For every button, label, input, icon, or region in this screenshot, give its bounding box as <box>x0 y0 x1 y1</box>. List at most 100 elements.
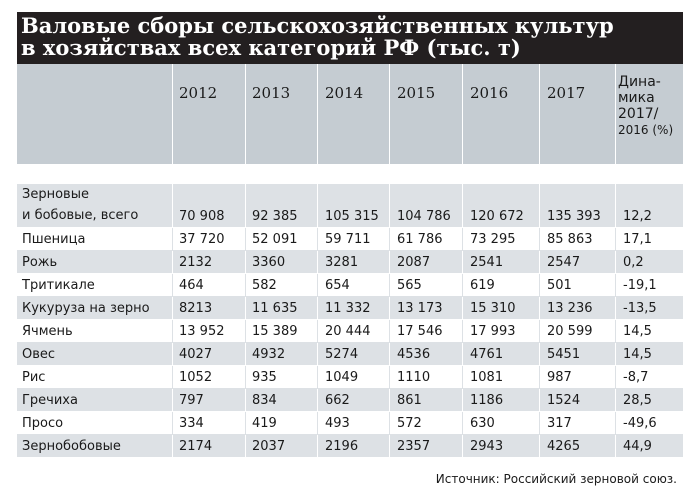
title-line-2: в хозяйствах всех категорий РФ (тыс. т) <box>21 35 521 60</box>
column-separator <box>615 251 616 273</box>
column-separator <box>615 297 616 319</box>
cell-value: 317 <box>547 416 572 431</box>
cell-value: 834 <box>252 393 277 408</box>
cell-value: 135 393 <box>547 209 601 224</box>
column-separator <box>539 412 540 434</box>
source-note: Источник: Российский зерновой союз. <box>435 472 677 486</box>
cell-value: 619 <box>470 278 495 293</box>
cell-value: 15 310 <box>470 301 516 316</box>
row-label: Просо <box>22 416 64 431</box>
header-separator <box>539 64 540 164</box>
cell-value: 4536 <box>397 347 431 362</box>
cell-value: 935 <box>252 370 277 385</box>
header-dynamics-line: мика <box>618 90 655 106</box>
cell-dynamics: 17,1 <box>623 232 652 247</box>
cell-dynamics: -8,7 <box>623 370 649 385</box>
cell-value: 1186 <box>470 393 504 408</box>
cell-value: 17 546 <box>397 324 443 339</box>
cell-value: 4027 <box>179 347 213 362</box>
column-separator <box>539 228 540 250</box>
column-separator <box>462 389 463 411</box>
column-separator <box>245 343 246 365</box>
row-label: Ячмень <box>22 324 73 339</box>
column-separator <box>389 343 390 365</box>
cell-value: 37 720 <box>179 232 225 247</box>
cell-value: 85 863 <box>547 232 593 247</box>
header-separator <box>317 64 318 164</box>
column-separator <box>317 412 318 434</box>
column-separator <box>389 251 390 273</box>
column-separator <box>172 343 173 365</box>
column-separator <box>317 274 318 296</box>
cell-dynamics: -19,1 <box>623 278 657 293</box>
column-separator <box>539 435 540 457</box>
column-separator <box>539 343 540 365</box>
cell-value: 13 236 <box>547 301 593 316</box>
table-row: Пшеница 37 720 52 091 59 711 61 786 73 295 85 … <box>17 228 683 251</box>
row-label: Овес <box>22 347 56 362</box>
cell-dynamics: -49,6 <box>623 416 657 431</box>
column-separator <box>172 228 173 250</box>
column-separator <box>539 297 540 319</box>
table-header: 2012 2013 2014 2015 2016 2017 Дина-мика 2017/20… <box>17 64 683 164</box>
header-dynamics-line: 2016 (%) <box>618 123 674 137</box>
cell-value: 565 <box>397 278 422 293</box>
row-label: Кукуруза на зерно <box>22 301 150 316</box>
column-separator <box>389 412 390 434</box>
column-separator <box>172 435 173 457</box>
cell-dynamics: 0,2 <box>623 255 644 270</box>
cell-value: 105 315 <box>325 209 379 224</box>
cell-value: 2196 <box>325 439 359 454</box>
header-year-2015: 2015 <box>397 84 436 102</box>
header-separator <box>172 64 173 164</box>
column-separator <box>172 389 173 411</box>
column-separator <box>615 366 616 388</box>
cell-value: 120 672 <box>470 209 524 224</box>
cell-value: 8213 <box>179 301 213 316</box>
column-separator <box>245 251 246 273</box>
cell-value: 3281 <box>325 255 359 270</box>
cell-value: 20 599 <box>547 324 593 339</box>
cell-value: 13 173 <box>397 301 443 316</box>
row-label-line: и бобовые, всего <box>22 208 139 223</box>
data-table: Зерновые и бобовые, всего 70 908 92 385 105 … <box>17 184 683 458</box>
cell-value: 70 908 <box>179 209 225 224</box>
row-label: Зернобобовые <box>22 439 121 454</box>
header-separator <box>462 64 463 164</box>
cell-value: 2132 <box>179 255 213 270</box>
column-separator <box>462 412 463 434</box>
column-separator <box>317 343 318 365</box>
column-separator <box>539 320 540 342</box>
cell-value: 17 993 <box>470 324 516 339</box>
row-label-line: Зерновые <box>22 187 89 202</box>
header-year-2017: 2017 <box>547 84 586 102</box>
column-separator <box>245 184 246 227</box>
cell-dynamics: -13,5 <box>623 301 657 316</box>
column-separator <box>462 184 463 227</box>
column-separator <box>317 366 318 388</box>
table-row: Ячмень 13 952 15 389 20 444 17 546 17 993 20 5… <box>17 320 683 343</box>
column-separator <box>462 366 463 388</box>
cell-value: 2037 <box>252 439 286 454</box>
cell-value: 104 786 <box>397 209 451 224</box>
table-row: Рожь 2132 3360 3281 2087 2541 2547 0,2 <box>17 251 683 274</box>
cell-value: 572 <box>397 416 422 431</box>
cell-value: 501 <box>547 278 572 293</box>
cell-value: 1110 <box>397 370 431 385</box>
cell-value: 797 <box>179 393 204 408</box>
column-separator <box>317 435 318 457</box>
column-separator <box>539 184 540 227</box>
column-separator <box>462 228 463 250</box>
table-row: Зернобобовые 2174 2037 2196 2357 2943 4265 44,9 <box>17 435 683 458</box>
title-line-1: Валовые сборы сельскохозяйственных культ… <box>21 13 614 38</box>
cell-value: 1049 <box>325 370 359 385</box>
column-separator <box>317 297 318 319</box>
cell-value: 987 <box>547 370 572 385</box>
column-separator <box>615 435 616 457</box>
header-dynamics-line: 2017/ <box>618 106 659 122</box>
column-separator <box>462 297 463 319</box>
header-year-2014: 2014 <box>325 84 364 102</box>
cell-value: 2174 <box>179 439 213 454</box>
column-separator <box>389 184 390 227</box>
chart-title: Валовые сборы сельскохозяйственных культ… <box>17 12 683 64</box>
